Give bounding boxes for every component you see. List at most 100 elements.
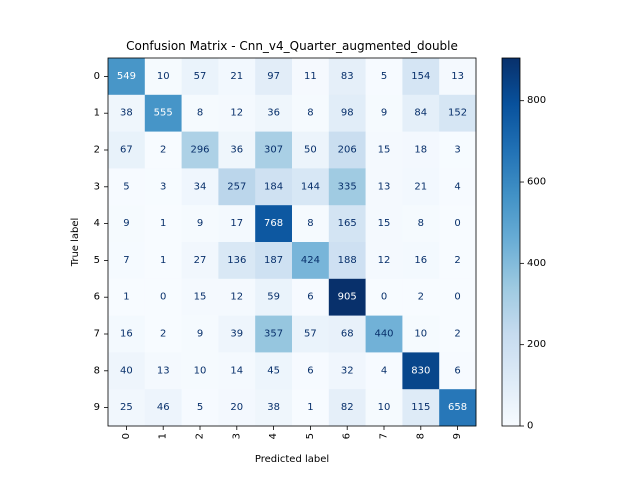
heatmap-cell	[144, 94, 182, 132]
cell-value-label: 2	[160, 145, 166, 156]
heatmap-cell	[144, 389, 182, 427]
heatmap-cell	[365, 389, 403, 427]
cell-value-label: 11	[304, 71, 317, 82]
cell-value-label: 13	[157, 365, 170, 376]
heatmap-cell	[439, 168, 477, 206]
heatmap-cell	[144, 315, 182, 353]
cell-value-label: 15	[194, 292, 207, 303]
cell-value-label: 658	[448, 402, 467, 413]
cell-value-label: 36	[230, 145, 243, 156]
cell-value-label: 154	[411, 71, 430, 82]
cell-value-label: 0	[454, 292, 460, 303]
y-tick-label: 4	[94, 218, 100, 229]
cell-value-label: 40	[120, 365, 133, 376]
y-axis-label: True label	[70, 218, 81, 268]
cell-value-label: 7	[123, 255, 129, 266]
cell-value-label: 8	[307, 108, 313, 119]
cell-value-label: 9	[197, 218, 203, 229]
y-tick-label: 5	[94, 255, 100, 266]
cell-value-label: 0	[160, 292, 166, 303]
cell-value-label: 27	[194, 255, 207, 266]
heatmap-cell	[218, 58, 256, 96]
heatmap-cell	[292, 94, 330, 132]
heatmap-cell	[108, 315, 146, 353]
cell-value-label: 16	[414, 255, 427, 266]
cell-value-label: 165	[338, 218, 357, 229]
heatmap-cell	[181, 131, 219, 169]
cell-value-label: 3	[160, 181, 166, 192]
cell-value-label: 59	[267, 292, 280, 303]
colorbar-tick-label: 0	[527, 421, 533, 432]
cell-value-label: 424	[301, 255, 320, 266]
heatmap-cell	[328, 278, 366, 316]
heatmap-cell	[255, 205, 293, 243]
heatmap-cell	[292, 205, 330, 243]
cell-value-label: 68	[341, 329, 354, 340]
heatmap-cell	[328, 352, 366, 390]
cell-value-label: 84	[414, 108, 427, 119]
y-tick-label: 1	[94, 108, 100, 119]
x-tick-label: 0	[121, 433, 132, 439]
cell-value-label: 440	[374, 329, 393, 340]
heatmap-cell	[292, 168, 330, 206]
heatmap-cell	[255, 389, 293, 427]
cell-value-label: 83	[341, 71, 354, 82]
heatmap-cell	[181, 315, 219, 353]
heatmap-cell	[402, 389, 440, 427]
cell-value-label: 187	[264, 255, 283, 266]
heatmap-cell	[181, 278, 219, 316]
heatmap-cell	[255, 94, 293, 132]
heatmap-cell	[402, 278, 440, 316]
heatmap-cell	[402, 315, 440, 353]
cell-value-label: 9	[197, 329, 203, 340]
cell-value-label: 67	[120, 145, 133, 156]
heatmap-cell	[181, 58, 219, 96]
cell-value-label: 335	[338, 181, 357, 192]
heatmap-cell	[365, 205, 403, 243]
cell-value-label: 98	[341, 108, 354, 119]
cell-value-label: 136	[227, 255, 246, 266]
cell-value-label: 296	[190, 145, 209, 156]
heatmap-cell	[439, 58, 477, 96]
cell-value-label: 32	[341, 365, 354, 376]
x-tick-label: 2	[195, 433, 206, 439]
cell-value-label: 20	[230, 402, 243, 413]
cell-value-label: 1	[307, 402, 313, 413]
x-tick-label: 5	[305, 433, 316, 439]
cell-value-label: 57	[194, 71, 207, 82]
heatmap-cell	[255, 242, 293, 280]
cell-value-label: 2	[454, 255, 460, 266]
cell-value-label: 14	[230, 365, 243, 376]
cell-value-label: 21	[230, 71, 243, 82]
heatmap-cell	[218, 205, 256, 243]
cell-value-label: 4	[381, 365, 387, 376]
heatmap-cell	[108, 242, 146, 280]
x-tick-label: 9	[452, 433, 463, 439]
cell-value-label: 115	[411, 402, 430, 413]
x-tick-label: 8	[415, 433, 426, 439]
cell-value-label: 10	[378, 402, 391, 413]
colorbar	[501, 57, 521, 427]
cell-value-label: 768	[264, 218, 283, 229]
cell-value-label: 10	[157, 71, 170, 82]
cell-value-label: 830	[411, 365, 430, 376]
x-tick-label: 3	[231, 433, 242, 439]
heatmap-cell	[328, 315, 366, 353]
plot-frame	[107, 57, 477, 427]
cell-value-label: 8	[197, 108, 203, 119]
heatmap-cell	[181, 352, 219, 390]
heatmap-cell	[292, 131, 330, 169]
heatmap-cell	[218, 389, 256, 427]
heatmap-cell	[439, 205, 477, 243]
cell-value-label: 21	[414, 181, 427, 192]
heatmap-cell	[218, 352, 256, 390]
heatmap-cell	[108, 94, 146, 132]
heatmap-cell	[218, 168, 256, 206]
cell-value-label: 1	[160, 218, 166, 229]
heatmap-cell	[365, 94, 403, 132]
cell-value-label: 38	[267, 402, 280, 413]
cell-value-label: 549	[117, 71, 136, 82]
heatmap-cell	[255, 58, 293, 96]
